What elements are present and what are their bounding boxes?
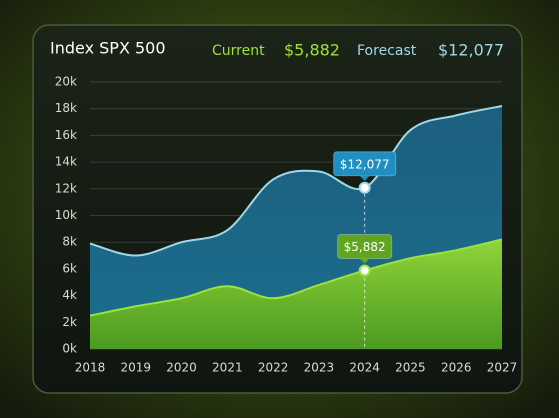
point-marker — [358, 264, 371, 277]
x-tick-label: 2024 — [349, 361, 380, 375]
legend-label: Current — [212, 43, 265, 59]
x-tick-label: 2019 — [121, 361, 152, 375]
x-tick-label: 2026 — [441, 361, 472, 375]
legend-value: $12,077 — [438, 41, 504, 60]
y-tick-label: 14k — [55, 155, 77, 169]
x-tick-label: 2021 — [212, 361, 243, 375]
x-tick-label: 2022 — [258, 361, 289, 375]
legend-value: $5,882 — [284, 41, 340, 60]
line — [89, 105, 503, 257]
legend-label: Forecast — [357, 43, 417, 59]
plot: 0k 2k 4k 6k 8k 10k 12k 14k 16k 18k 20k 2018 2019 2020… — [55, 75, 517, 375]
tooltip-pointer — [359, 175, 370, 181]
line — [89, 238, 503, 317]
y-tick-label: 12k — [55, 181, 77, 195]
y-tick-label: 16k — [55, 128, 77, 142]
point-marker — [358, 181, 371, 194]
y-tick-label: 20k — [55, 75, 77, 89]
x-tick-label: 2018 — [75, 361, 106, 375]
tooltip-pointer — [359, 258, 370, 264]
y-tick-label: 8k — [62, 235, 77, 249]
tooltip-label: $12,077 — [340, 157, 390, 171]
x-tick-label: 2025 — [395, 361, 426, 375]
x-tick-label: 2027 — [487, 361, 518, 375]
y-tick-label: 10k — [55, 208, 77, 222]
tooltip-label: $5,882 — [344, 240, 386, 254]
area — [90, 239, 502, 349]
x-tick-label: 2023 — [304, 361, 335, 375]
tooltip — [337, 233, 393, 259]
y-tick-label: 4k — [62, 288, 77, 302]
x-tick-label: 2020 — [166, 361, 197, 375]
y-tick-label: 6k — [62, 261, 77, 275]
y-tick-label: 0k — [62, 342, 77, 356]
y-tick-label: 2k — [62, 315, 77, 329]
chart-title: Index SPX 500 — [50, 39, 166, 58]
y-tick-label: 18k — [55, 101, 77, 115]
